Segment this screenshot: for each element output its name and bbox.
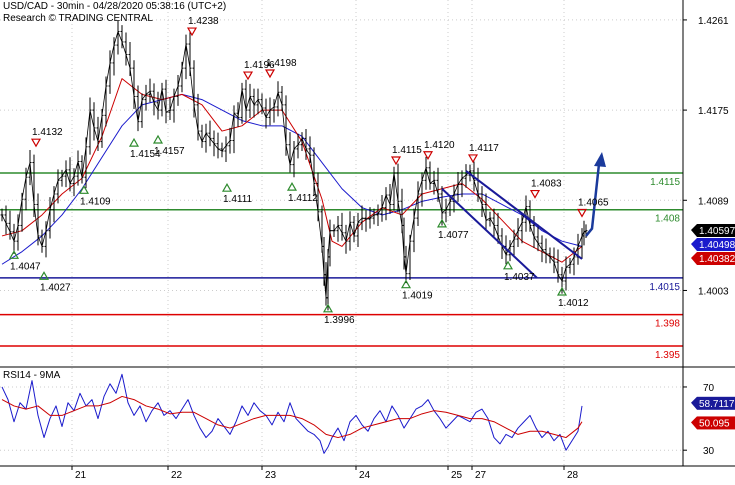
x-tick-label: 25 bbox=[451, 470, 463, 480]
pivot-high-marker bbox=[390, 156, 402, 166]
rsi-tag-bg bbox=[697, 396, 735, 410]
rsi-ma-line bbox=[1, 395, 583, 439]
price-tag-bg bbox=[697, 224, 735, 237]
pivot-low-label: 1.4111 bbox=[223, 194, 253, 205]
price-tag-label: 1.40382 bbox=[699, 254, 735, 265]
x-tick-label: 27 bbox=[475, 470, 487, 480]
pivot-low-label: 1.4012 bbox=[558, 298, 589, 309]
price-panel-bg bbox=[0, 0, 683, 367]
pivot-high-marker bbox=[264, 69, 276, 79]
x-tick-label: 23 bbox=[265, 470, 277, 480]
forecast-arrow-line bbox=[585, 163, 601, 237]
y-tick-label: 1.4261 bbox=[698, 16, 729, 27]
pivot-high-marker bbox=[529, 189, 541, 199]
chart-subtitle: Research © TRADING CENTRAL bbox=[3, 13, 153, 24]
level-label: 1.398 bbox=[655, 319, 680, 330]
price-tag-label: 1.40597 bbox=[699, 226, 735, 237]
pivot-high-marker bbox=[422, 151, 434, 160]
pivot-low-label: 1.4077 bbox=[438, 230, 469, 241]
price-tag-pointer bbox=[691, 224, 697, 237]
rsi-title: RSI14 - 9MA bbox=[3, 370, 61, 381]
pivot-low-label: 1.3996 bbox=[324, 315, 355, 326]
pivot-high-label: 1.4196 bbox=[244, 60, 275, 71]
pivot-low-label: 1.4154 bbox=[130, 149, 161, 160]
pivot-low-marker bbox=[322, 303, 334, 313]
pivot-low-marker bbox=[502, 260, 514, 270]
pivot-high-label: 1.4115 bbox=[392, 145, 422, 156]
pivot-low-label: 1.4019 bbox=[402, 291, 433, 302]
pivot-low-label: 1.4157 bbox=[154, 146, 185, 157]
price-tag-pointer bbox=[691, 238, 697, 251]
rsi-tag-label: 50.095 bbox=[699, 418, 730, 429]
pivot-high-marker bbox=[30, 138, 42, 148]
pivot-high-label: 1.4132 bbox=[32, 127, 63, 138]
pivot-low-marker bbox=[556, 286, 568, 296]
pivot-high-marker bbox=[576, 208, 588, 218]
x-tick-label: 21 bbox=[75, 470, 87, 480]
pivot-low-marker bbox=[286, 181, 298, 191]
rsi-tag-pointer bbox=[691, 416, 697, 430]
pivot-high-marker bbox=[467, 154, 479, 164]
pivot-low-label: 1.4027 bbox=[40, 282, 71, 293]
rsi-line bbox=[1, 373, 583, 454]
pivot-low-marker bbox=[152, 134, 164, 144]
x-tick-label: 28 bbox=[567, 470, 579, 480]
channel-lower-line bbox=[441, 188, 538, 279]
price-line bbox=[1, 31, 587, 299]
rsi-tick-label: 30 bbox=[703, 446, 715, 457]
pivot-low-label: 1.4109 bbox=[80, 196, 111, 207]
y-tick-label: 1.4003 bbox=[698, 286, 729, 297]
pivot-low-marker bbox=[400, 279, 412, 289]
level-label: 1.4015 bbox=[649, 282, 680, 293]
rsi-panel-bg bbox=[0, 368, 683, 466]
x-tick-label: 24 bbox=[359, 470, 371, 480]
y-tick-label: 1.4089 bbox=[698, 196, 729, 207]
pivot-high-label: 1.4238 bbox=[188, 16, 219, 27]
x-tick-label: 22 bbox=[171, 470, 183, 480]
pivot-low-marker bbox=[8, 250, 20, 259]
pivot-high-label: 1.4065 bbox=[578, 197, 609, 208]
rsi-tag-label: 58.7117 bbox=[699, 399, 735, 410]
pivot-low-marker bbox=[128, 137, 140, 147]
rsi-tag-pointer bbox=[691, 396, 697, 410]
pivot-low-marker bbox=[436, 218, 448, 228]
level-label: 1.395 bbox=[655, 350, 680, 361]
price-tag-bg bbox=[697, 252, 735, 265]
channel-upper-line bbox=[465, 170, 583, 260]
forecast-arrow-head bbox=[594, 152, 606, 168]
rsi-tag-bg bbox=[697, 416, 735, 430]
pivot-high-label: 1.4083 bbox=[531, 179, 562, 190]
pivot-high-marker bbox=[242, 71, 254, 81]
pivot-low-label: 1.4112 bbox=[288, 193, 318, 204]
rsi-tick-label: 70 bbox=[703, 383, 715, 394]
pivot-low-label: 1.4037 bbox=[504, 272, 535, 283]
level-label: 1.408 bbox=[655, 214, 680, 225]
pivot-low-marker bbox=[78, 185, 90, 194]
pivot-low-marker bbox=[38, 271, 50, 280]
pivot-high-label: 1.4198 bbox=[266, 58, 297, 69]
price-tag-label: 1.40498 bbox=[699, 240, 735, 251]
price-tag-bg bbox=[697, 238, 735, 251]
chart-title: USD/CAD - 30min - 04/28/2020 05:38:16 (U… bbox=[3, 1, 227, 12]
level-label: 1.4115 bbox=[650, 177, 680, 188]
ma-slow-line bbox=[1, 93, 583, 265]
pivot-high-marker bbox=[186, 27, 198, 37]
y-tick-label: 1.4175 bbox=[698, 106, 729, 117]
pivot-high-label: 1.4117 bbox=[469, 143, 499, 154]
price-tag-pointer bbox=[691, 252, 697, 265]
pivot-high-label: 1.4120 bbox=[424, 140, 455, 151]
pivot-low-label: 1.4047 bbox=[10, 261, 41, 272]
pivot-low-marker bbox=[221, 182, 233, 192]
